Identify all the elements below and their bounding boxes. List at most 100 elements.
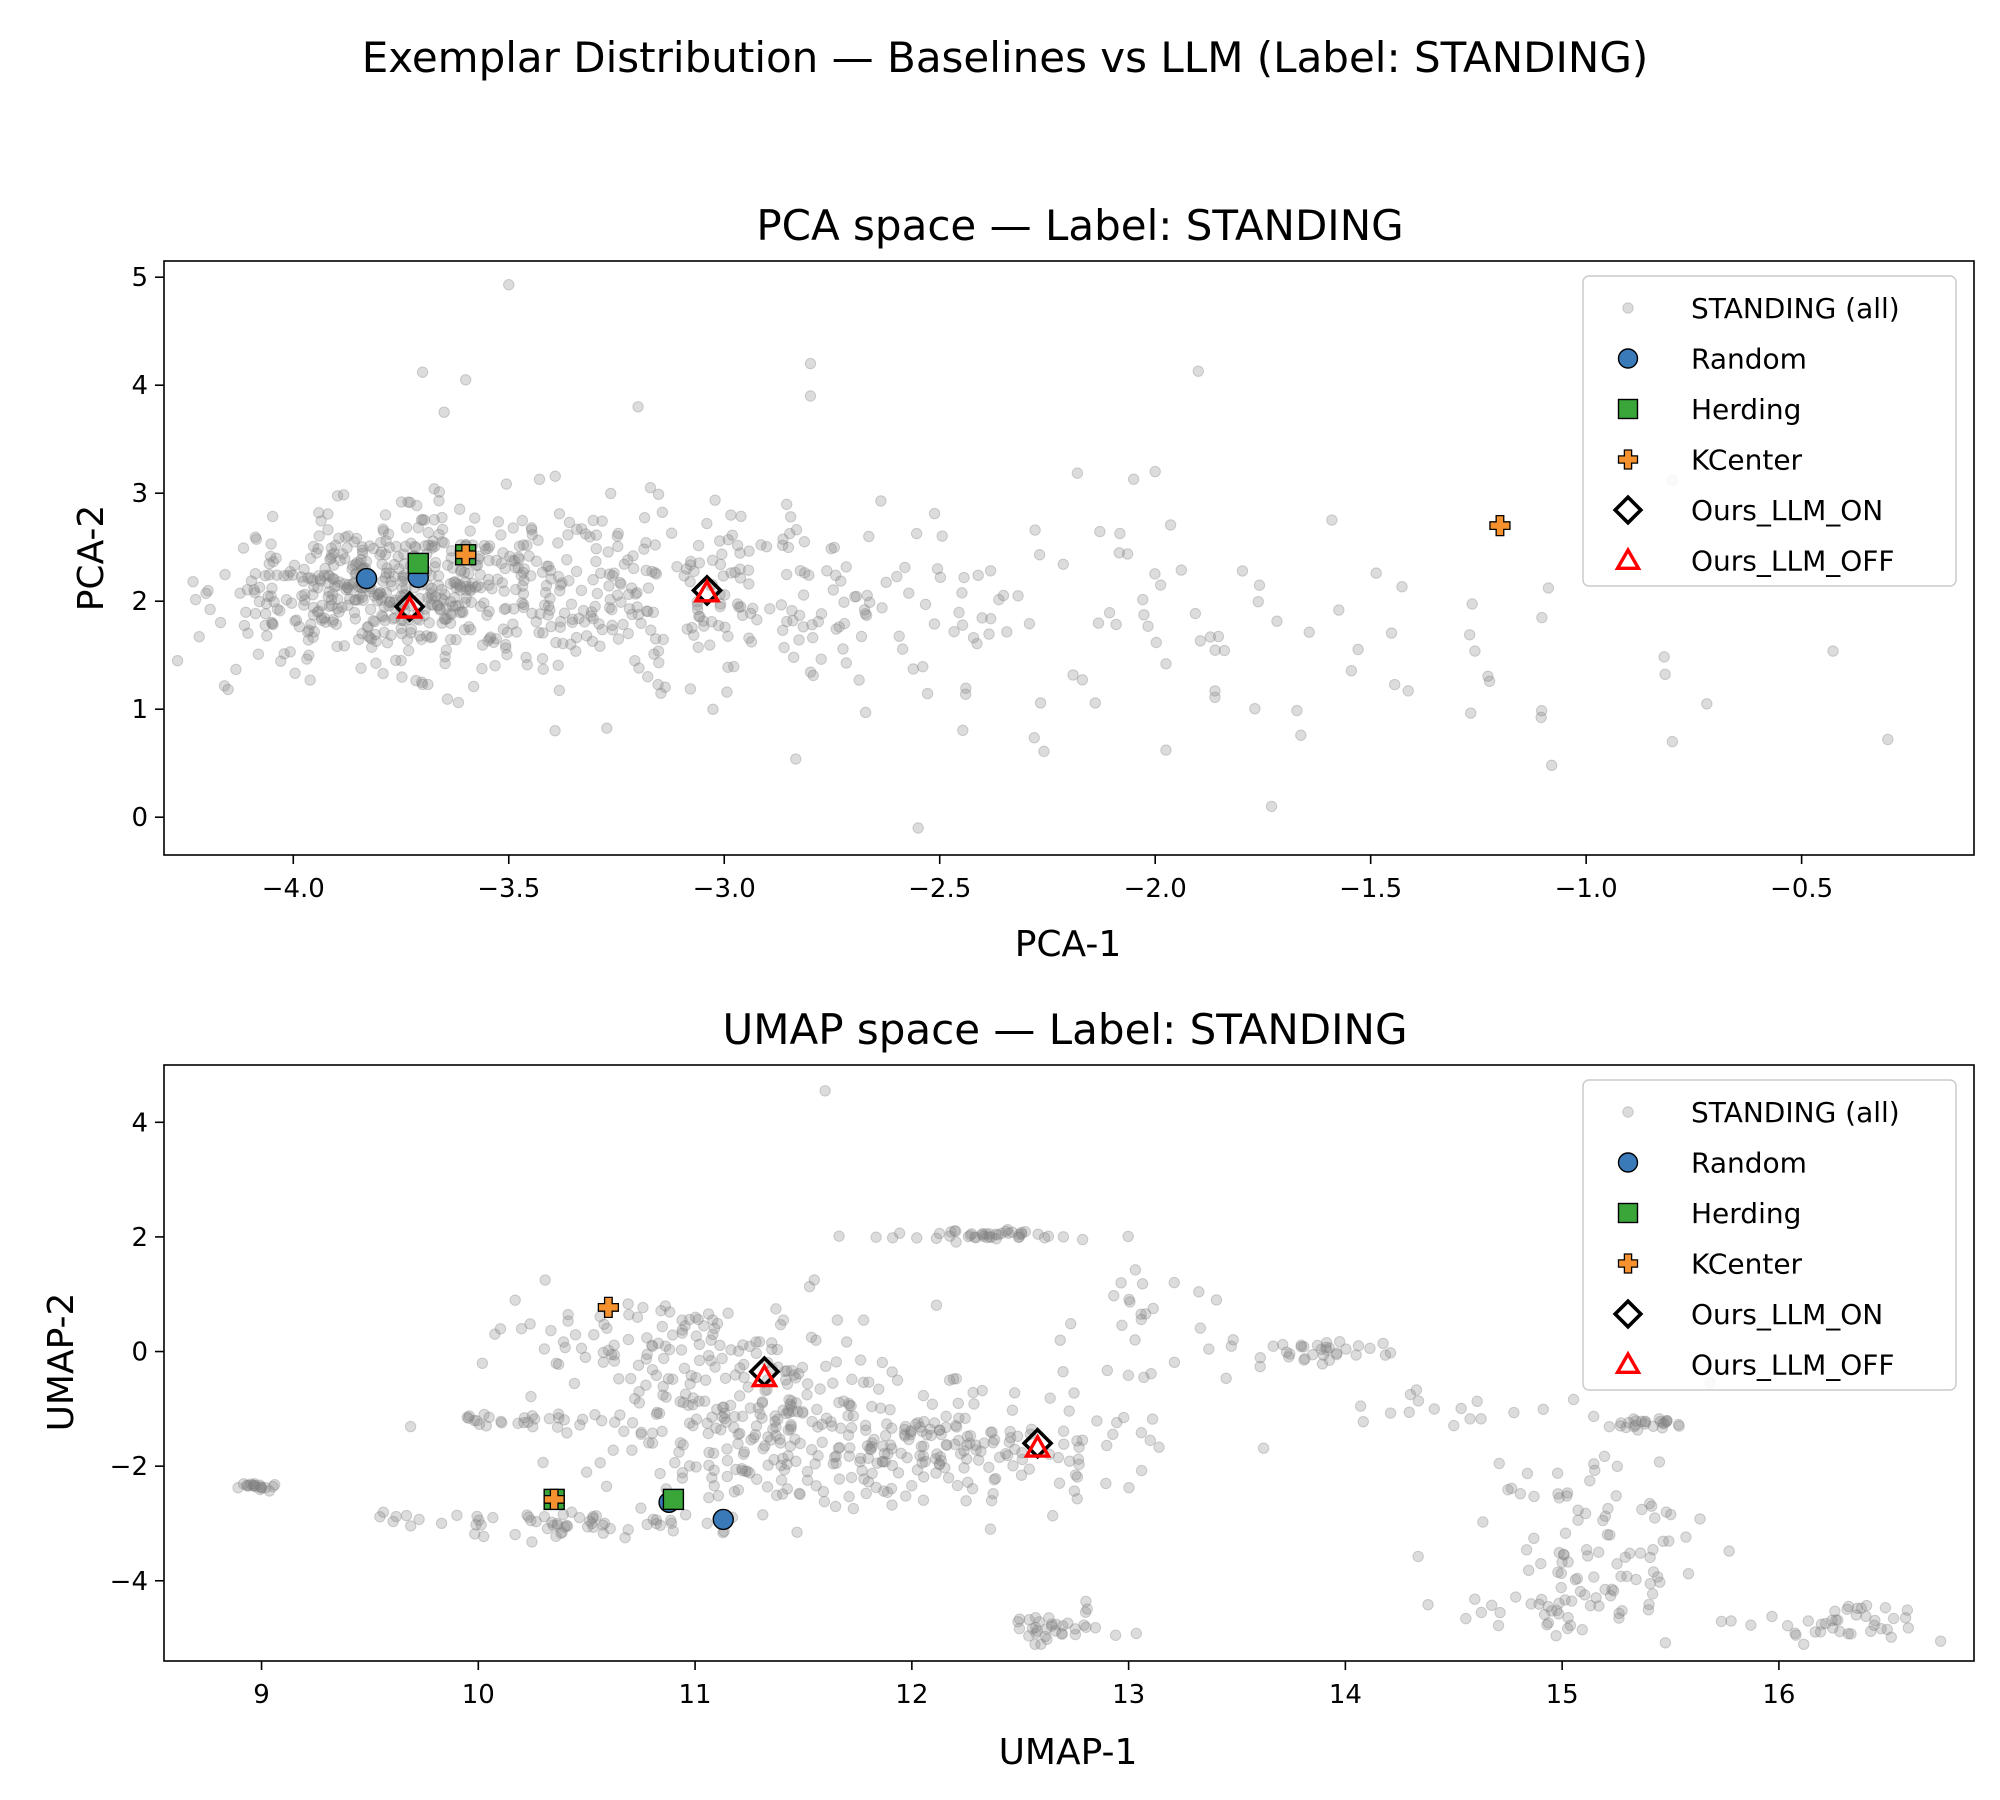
pca-standing-point <box>860 609 873 622</box>
umap-standing-point <box>470 1518 482 1531</box>
umap-standing-point <box>1030 1627 1042 1639</box>
pca-standing-point <box>812 615 825 628</box>
pca-standing-point <box>452 696 465 709</box>
umap-standing-point <box>1000 1447 1012 1460</box>
umap-standing-point <box>893 1227 906 1239</box>
umap-standing-point <box>1448 1419 1460 1432</box>
pca-standing-point <box>259 570 271 582</box>
umap-standing-point <box>1494 1606 1506 1619</box>
umap-standing-point <box>598 1318 610 1330</box>
pca-standing-point <box>500 478 513 490</box>
umap-standing-point <box>646 1340 659 1352</box>
pca-standing-point <box>917 660 929 673</box>
pca-standing-point <box>1218 644 1231 657</box>
pca-standing-point <box>328 547 340 559</box>
pca-standing-point <box>530 555 543 567</box>
umap-standing-point <box>1555 1567 1567 1579</box>
pca-y-tick-label: 4 <box>131 371 148 401</box>
umap-standing-point <box>1006 1226 1018 1238</box>
umap-standing-point <box>478 1408 490 1421</box>
umap-standing-point <box>1007 1460 1019 1472</box>
umap-standing-point <box>495 1415 507 1428</box>
umap-standing-point <box>756 1396 769 1408</box>
umap-standing-point <box>711 1403 723 1416</box>
umap-standing-point <box>1841 1603 1853 1615</box>
pca-standing-point <box>315 575 327 587</box>
pca-panel: PCA space — Label: STANDING −4.0 −3.5 −3.0… <box>71 201 1975 965</box>
pca-standing-point <box>958 571 970 584</box>
umap-y-tick-label: 0 <box>131 1338 148 1368</box>
umap-standing-point <box>736 1464 749 1477</box>
pca-standing-point <box>896 643 909 655</box>
umap-standing-point <box>786 1364 798 1377</box>
umap-standing-point <box>791 1406 804 1418</box>
pca-standing-point <box>652 488 665 501</box>
umap-standing-point <box>838 1395 850 1407</box>
umap-standing-point <box>1815 1618 1828 1631</box>
umap-standing-point <box>1579 1589 1591 1601</box>
umap-standing-point <box>777 1404 789 1416</box>
umap-standing-point <box>718 1401 730 1413</box>
pca-standing-point <box>1303 626 1315 638</box>
umap-standing-point <box>1814 1626 1827 1638</box>
umap-standing-point <box>1138 1371 1150 1383</box>
pca-standing-point <box>603 568 615 580</box>
umap-standing-point <box>1057 1620 1069 1632</box>
umap-standing-point <box>248 1479 261 1492</box>
umap-standing-point <box>738 1446 751 1458</box>
pca-standing-point <box>835 575 847 587</box>
pca-standing-point <box>728 660 740 673</box>
pca-standing-point <box>388 558 401 571</box>
pca-standing-point <box>377 523 389 535</box>
umap-standing-point <box>1642 1604 1655 1616</box>
umap-standing-point <box>1146 1413 1159 1425</box>
umap-standing-point <box>707 1447 720 1459</box>
umap-standing-point <box>653 1407 666 1420</box>
pca-standing-point <box>729 566 741 578</box>
pca-standing-point <box>693 557 706 569</box>
pca-standing-point <box>744 607 757 620</box>
pca-standing-point <box>1535 705 1548 717</box>
pca-standing-point <box>853 674 865 686</box>
pca-herding-point <box>407 552 429 575</box>
umap-standing-point <box>840 1336 853 1348</box>
umap-standing-point <box>400 1509 413 1522</box>
pca-standing-point <box>855 630 868 643</box>
pca-standing-point <box>721 686 733 698</box>
umap-standing-point <box>1842 1628 1854 1640</box>
umap-standing-point <box>892 1467 905 1479</box>
pca-standing-point <box>1345 664 1358 677</box>
pca-standing-point <box>393 562 405 575</box>
umap-standing-point <box>1590 1592 1602 1604</box>
umap-y-axis-label: UMAP-2 <box>41 1293 82 1432</box>
umap-standing-point <box>785 1400 797 1412</box>
umap-standing-point <box>654 1467 666 1480</box>
pca-standing-point <box>325 542 338 554</box>
umap-standing-point <box>646 1339 658 1352</box>
umap-standing-point <box>1902 1622 1915 1634</box>
umap-standing-point <box>781 1378 794 1390</box>
pca-standing-point <box>781 615 793 628</box>
pca-standing-point <box>483 554 495 567</box>
umap-standing-point <box>650 1514 663 1526</box>
umap-standing-point <box>435 1517 448 1529</box>
umap-standing-point <box>1057 1231 1070 1243</box>
pca-standing-point <box>464 583 476 595</box>
umap-standing-point <box>1572 1514 1584 1526</box>
umap-standing-point <box>759 1440 771 1452</box>
pca-standing-point <box>807 631 819 644</box>
umap-standing-point <box>868 1433 880 1446</box>
umap-standing-point <box>703 1459 715 1472</box>
pca-standing-point <box>684 683 697 695</box>
umap-standing-point <box>1643 1497 1656 1510</box>
pca-standing-point <box>1121 548 1134 560</box>
umap-standing-point <box>518 1416 530 1429</box>
umap-standing-point <box>623 1309 635 1321</box>
pca-standing-point <box>777 533 789 545</box>
pca-standing-point <box>566 616 578 629</box>
umap-standing-point <box>910 1418 922 1430</box>
pca-standing-point <box>416 676 428 688</box>
pca-standing-point <box>960 682 972 694</box>
pca-standing-point <box>684 576 696 588</box>
pca-standing-point <box>444 596 457 608</box>
